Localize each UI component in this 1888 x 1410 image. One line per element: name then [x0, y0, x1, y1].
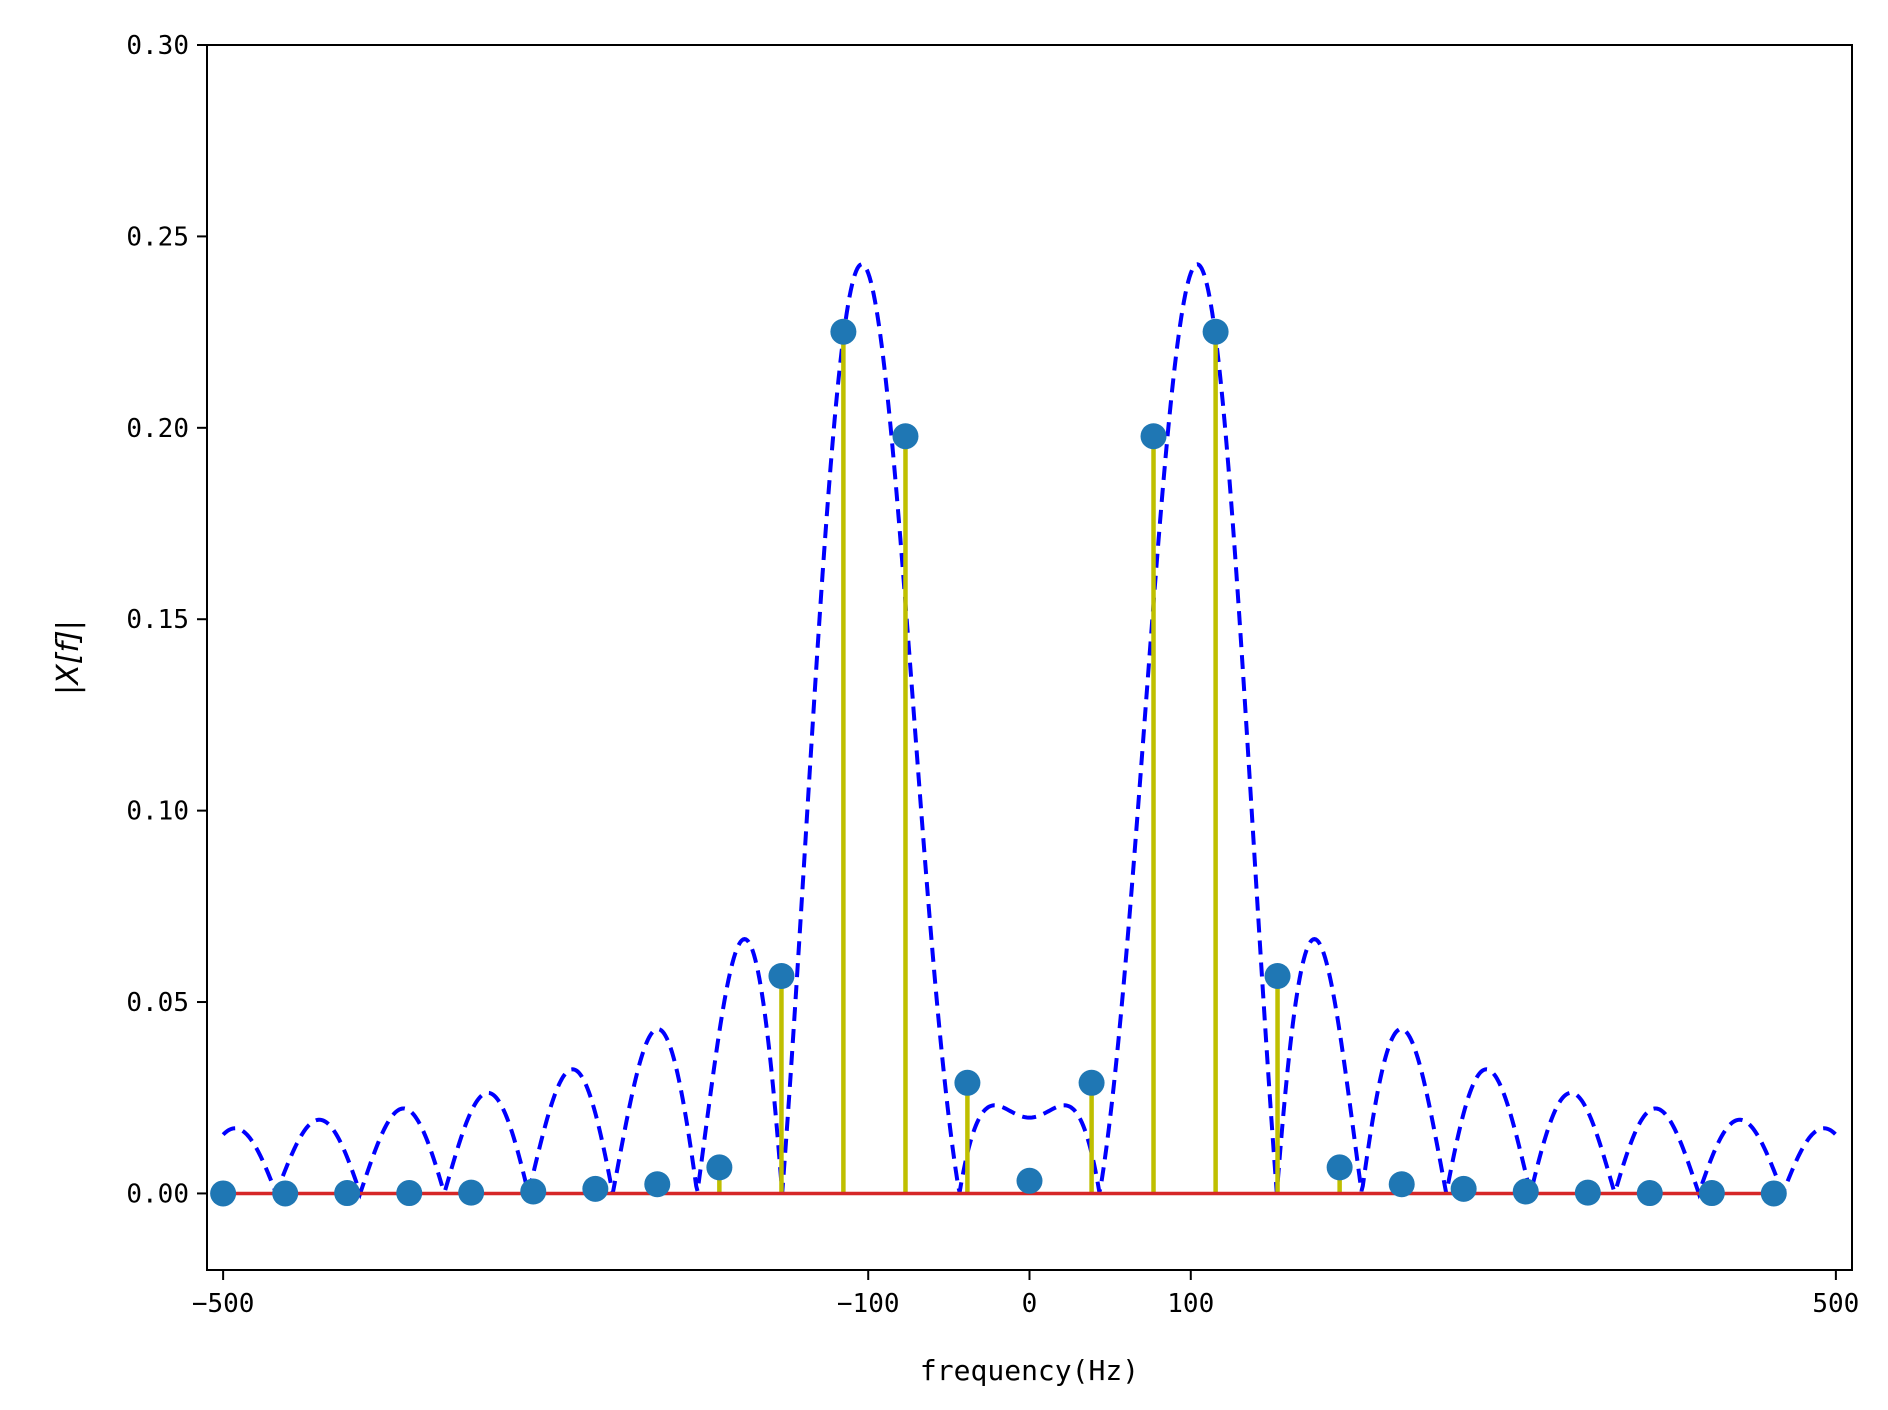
- y-tick-label: 0.05: [126, 988, 189, 1018]
- y-tick-label: 0.20: [126, 414, 189, 444]
- x-axis-ticks: −500 −100 0 100 500: [192, 1270, 1859, 1319]
- y-tick-label: 0.25: [126, 222, 189, 252]
- y-axis-ticks: 0.00 0.05 0.10 0.15 0.20 0.25 0.30: [126, 31, 207, 1209]
- stem-marker: [1264, 963, 1291, 989]
- dtft-curve: [221, 262, 1838, 1200]
- axes-frame: [206, 44, 1853, 1271]
- stem-marker: [458, 1179, 485, 1206]
- stem-marker: [1140, 423, 1167, 450]
- x-tick-label: −500: [192, 1289, 255, 1319]
- plot-area: [206, 44, 1853, 1271]
- x-tick-label: 0: [1022, 1289, 1038, 1319]
- stem-marker: [1326, 1154, 1353, 1181]
- x-tick-label: 500: [1812, 1289, 1859, 1319]
- stem-marker: [334, 1180, 361, 1207]
- marker-layer: [210, 318, 1787, 1207]
- stem-marker: [768, 963, 795, 989]
- y-tick-label: 0.10: [126, 797, 189, 827]
- stem-marker: [1574, 1179, 1601, 1206]
- stem-marker: [954, 1069, 981, 1096]
- stem-marker: [1760, 1180, 1787, 1207]
- stem-marker: [1016, 1167, 1043, 1194]
- stem-marker: [892, 423, 919, 450]
- stem-marker: [1202, 318, 1229, 345]
- stem-layer: [344, 331, 1715, 1194]
- stem-marker: [706, 1154, 733, 1181]
- stem-marker: [210, 1180, 237, 1207]
- stem-marker: [1078, 1069, 1105, 1096]
- stem-marker: [272, 1180, 299, 1207]
- stem-marker: [644, 1171, 671, 1198]
- y-tick-label: 0.00: [126, 1179, 189, 1209]
- y-tick-label: 0.15: [126, 605, 189, 635]
- dtft-curve-layer: [221, 262, 1838, 1200]
- x-tick-label: −100: [837, 1289, 900, 1319]
- stem-marker: [520, 1178, 547, 1205]
- stem-marker: [582, 1175, 609, 1202]
- stem-marker: [1512, 1178, 1539, 1205]
- x-tick-label: 100: [1167, 1289, 1214, 1319]
- stem-marker: [396, 1180, 423, 1207]
- y-tick-label: 0.30: [126, 31, 189, 61]
- stem-marker: [830, 318, 857, 345]
- stem-marker: [1388, 1171, 1415, 1198]
- stem-marker: [1698, 1180, 1725, 1207]
- stem-marker: [1450, 1175, 1477, 1202]
- x-axis-label: frequency(Hz): [920, 1354, 1139, 1387]
- y-axis-label: |X[f]|: [51, 620, 86, 695]
- stem-marker: [1636, 1180, 1663, 1207]
